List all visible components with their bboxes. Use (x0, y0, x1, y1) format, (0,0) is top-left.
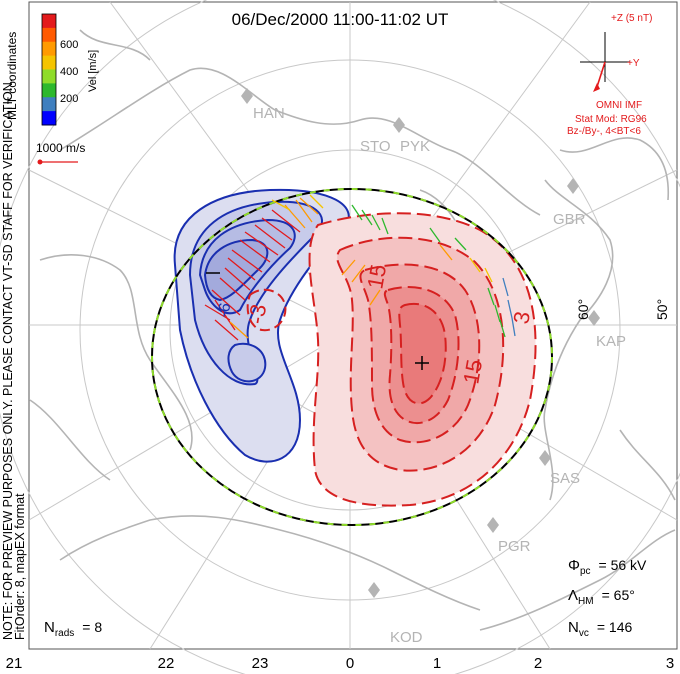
mlt-tick-0: 0 (346, 655, 354, 672)
fit-order-note: FitOrder: 8, mapEX format (13, 493, 27, 640)
contour-label-neg3: -3 (243, 302, 271, 326)
colorbar-tick-400: 400 (60, 66, 78, 78)
imf-source: OMNI IMF (596, 100, 642, 111)
nvc-stat: Nvc = 146 (568, 619, 632, 639)
station-pgr: PGR (498, 538, 531, 555)
station-marker-kod (368, 582, 380, 598)
imf-model: Stat Mod: RG96 (575, 114, 647, 125)
phi-pc-stat: Φpc = 56 kV (568, 557, 647, 577)
contour-label-15b: 15 (458, 357, 487, 385)
vector-scale-label: 1000 m/s (36, 141, 85, 155)
negative-potential-cell (173, 188, 350, 463)
colorbar-tick-200: 200 (60, 93, 78, 105)
vector-scale: 1000 m/s (36, 141, 85, 165)
nrads-stat: Nrads = 8 (44, 619, 102, 639)
mlt-tick-23: 23 (252, 655, 269, 672)
station-gbr: GBR (553, 211, 586, 228)
station-marker-gbr (567, 178, 579, 194)
station-sas: SAS (550, 470, 580, 487)
colorbar-segment (42, 14, 56, 29)
contour-label-15a: 15 (362, 262, 391, 290)
colorbar-segment (42, 83, 56, 98)
page-title: 06/Dec/2000 11:00-11:02 UT (232, 10, 449, 29)
colorbar-segment (42, 41, 56, 57)
station-kod: KOD (390, 629, 423, 646)
mlt-tick-22: 22 (158, 655, 175, 672)
colorbar-segment (42, 69, 56, 84)
latitude-label-50: 50° (654, 299, 670, 320)
coord-label: MLT coordinates (5, 32, 19, 120)
mlt-tick-2: 2 (534, 655, 542, 672)
heppner-maynard-boundary (151, 188, 553, 526)
velocity-colorbar (41, 13, 57, 126)
station-marker-sto (393, 117, 405, 133)
station-marker-pgr (487, 517, 499, 533)
latitude-label-60: 60° (575, 299, 591, 320)
colorbar-segment (42, 111, 56, 126)
station-marker-han (241, 88, 253, 104)
colorbar-tick-600: 600 (60, 39, 78, 51)
station-pyk: PYK (400, 138, 430, 155)
imf-clock: +Z (5 nT) +Y OMNI IMF Stat Mod: RG96 Bz-… (567, 13, 652, 137)
station-marker-kap (588, 310, 600, 326)
contour-label-neg6: -6 (215, 302, 234, 319)
colorbar-segment (42, 97, 56, 112)
station-kap: KAP (596, 333, 626, 350)
mlt-tick-1: 1 (433, 655, 441, 672)
colorbar-segment (42, 55, 56, 70)
positive-maximum-marker (415, 356, 429, 370)
colorbar-label: Vel [m/s] (87, 50, 99, 92)
preview-note: NOTE: FOR PREVIEW PURPOSES ONLY. PLEASE … (1, 79, 15, 640)
coastlines (29, 29, 676, 631)
positive-potential-cell (246, 212, 537, 507)
station-sto: STO (360, 138, 391, 155)
station-marker-sas (539, 450, 551, 466)
mlt-tick-21: 21 (6, 655, 23, 672)
imf-y-label: +Y (627, 58, 640, 69)
colorbar-segment (42, 27, 56, 43)
colorbar-border (41, 13, 57, 126)
imf-z-label: +Z (5 nT) (611, 13, 652, 24)
imf-model-bins: Bz-/By-, 4<BT<6 (567, 126, 641, 137)
velocity-vectors (204, 194, 516, 341)
contour-label-3: 3 (508, 309, 535, 325)
station-han: HAN (253, 105, 285, 122)
mlt-tick-3: 3 (666, 655, 674, 672)
lambda-hm-stat: ΛHM = 65° (568, 587, 635, 607)
